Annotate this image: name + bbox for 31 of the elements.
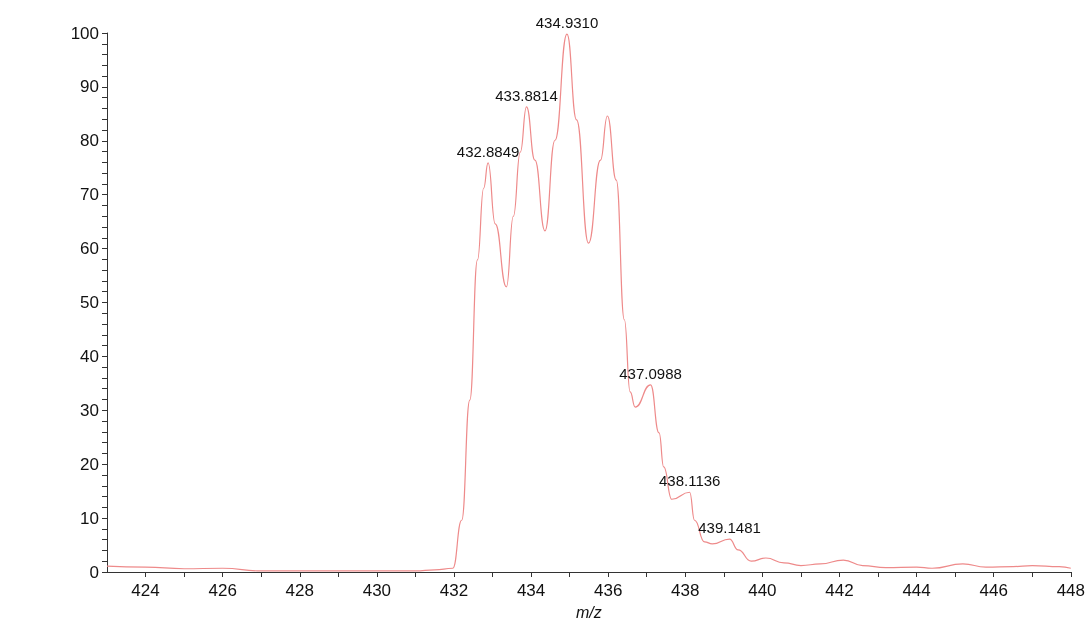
x-tick-label: 432	[439, 581, 469, 600]
x-tick-label: 424	[131, 581, 160, 600]
x-tick-label: 426	[208, 581, 237, 600]
y-tick-label: 100	[70, 23, 99, 43]
y-tick-label: 70	[80, 185, 99, 205]
x-tick-label: 444	[902, 581, 931, 600]
y-tick-label: 80	[80, 131, 99, 151]
x-tick-label: 440	[748, 581, 777, 600]
annotation: 437.0988	[619, 364, 682, 382]
annotation: 438.1136	[658, 472, 721, 490]
annotation: 439.1481	[698, 519, 761, 537]
x-tick-label: 436	[594, 581, 623, 600]
x-tick-label: 428	[285, 581, 314, 600]
y-tick-label: 40	[80, 346, 99, 366]
x-axis-title: m/z	[576, 603, 602, 621]
x-tick-label: 442	[825, 581, 854, 600]
x-tick-label: 448	[1056, 581, 1086, 600]
y-tick-label: 60	[80, 239, 99, 259]
annotation: 432.8849	[456, 142, 520, 160]
annotation: 434.9310	[535, 14, 599, 32]
y-tick-label: 0	[89, 562, 99, 582]
y-tick-label: 50	[80, 293, 99, 312]
x-tick-label: 434	[516, 581, 546, 600]
annotation: 433.8814	[495, 86, 558, 104]
y-tick-label: 10	[80, 508, 99, 528]
y-tick-label: 90	[80, 77, 99, 97]
x-tick-label: 430	[362, 581, 392, 600]
x-tick-label: 446	[979, 581, 1008, 600]
y-tick-label: 20	[80, 454, 99, 474]
x-tick-label: 438	[671, 581, 700, 600]
y-tick-label: 30	[80, 400, 99, 420]
